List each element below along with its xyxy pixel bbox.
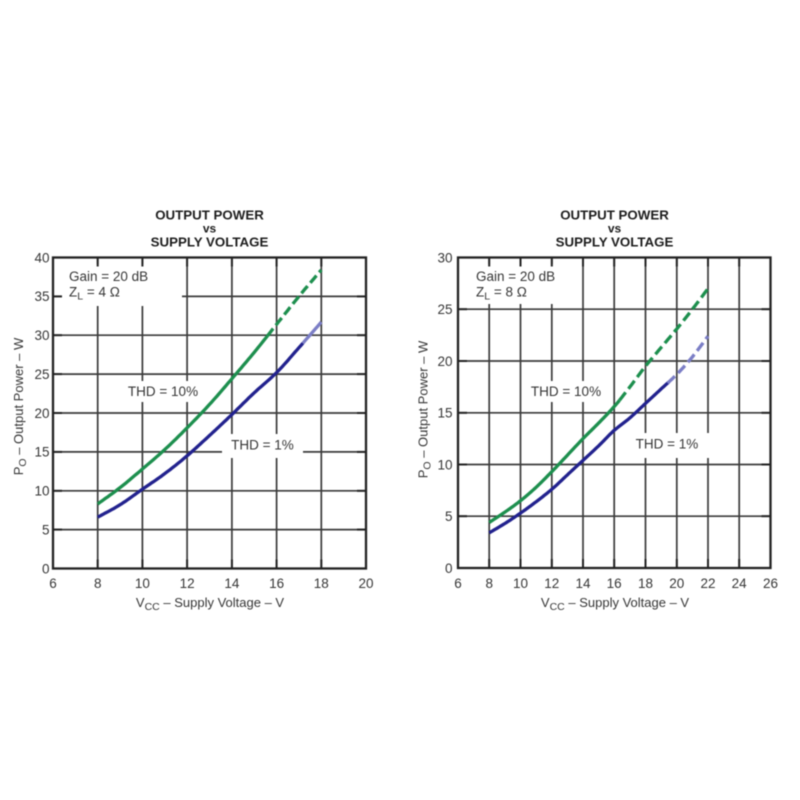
svg-text:40: 40	[34, 250, 49, 265]
svg-text:24: 24	[732, 576, 748, 591]
svg-text:SUPPLY VOLTAGE: SUPPLY VOLTAGE	[556, 234, 674, 249]
svg-text:vs: vs	[608, 222, 622, 236]
svg-text:8: 8	[485, 576, 493, 591]
svg-text:6: 6	[454, 576, 462, 591]
svg-text:20: 20	[669, 576, 684, 591]
svg-text:20: 20	[358, 576, 373, 591]
svg-text:vs: vs	[203, 222, 217, 236]
svg-text:30: 30	[34, 328, 49, 343]
svg-text:5: 5	[445, 509, 453, 524]
svg-text:Gain = 20 dB: Gain = 20 dB	[476, 269, 555, 284]
svg-text:10: 10	[513, 576, 528, 591]
svg-text:12: 12	[180, 576, 195, 591]
svg-text:30: 30	[437, 250, 452, 265]
svg-text:SUPPLY VOLTAGE: SUPPLY VOLTAGE	[151, 234, 269, 249]
svg-text:PO – Output Power – W: PO – Output Power – W	[416, 340, 434, 478]
svg-text:0: 0	[42, 561, 50, 576]
svg-text:35: 35	[34, 289, 49, 304]
svg-text:15: 15	[34, 445, 49, 460]
svg-text:16: 16	[269, 576, 284, 591]
svg-text:THD = 1%: THD = 1%	[636, 437, 699, 452]
svg-text:8: 8	[94, 576, 102, 591]
svg-text:10: 10	[34, 484, 49, 499]
svg-text:20: 20	[34, 406, 49, 421]
svg-text:5: 5	[42, 522, 50, 537]
svg-text:10: 10	[135, 576, 150, 591]
svg-text:20: 20	[437, 354, 452, 369]
svg-text:14: 14	[224, 576, 240, 591]
svg-text:THD = 10%: THD = 10%	[531, 384, 601, 399]
svg-text:16: 16	[607, 576, 622, 591]
svg-text:THD = 1%: THD = 1%	[231, 438, 294, 453]
svg-text:Gain = 20 dB: Gain = 20 dB	[69, 269, 148, 284]
svg-text:18: 18	[638, 576, 653, 591]
svg-text:22: 22	[700, 576, 715, 591]
svg-text:25: 25	[437, 302, 452, 317]
svg-text:THD = 10%: THD = 10%	[128, 384, 198, 399]
svg-text:18: 18	[314, 576, 329, 591]
svg-text:10: 10	[437, 457, 452, 472]
svg-text:OUTPUT POWER: OUTPUT POWER	[155, 207, 264, 222]
svg-text:OUTPUT POWER: OUTPUT POWER	[560, 207, 669, 222]
svg-text:15: 15	[437, 406, 452, 421]
svg-text:PO – Output Power – W: PO – Output Power – W	[11, 337, 29, 475]
svg-text:14: 14	[575, 576, 591, 591]
svg-text:VCC – Supply Voltage – V: VCC – Supply Voltage – V	[541, 595, 689, 613]
svg-text:26: 26	[763, 576, 778, 591]
svg-text:6: 6	[49, 576, 57, 591]
svg-text:12: 12	[544, 576, 559, 591]
svg-text:0: 0	[445, 561, 453, 576]
svg-text:VCC – Supply Voltage – V: VCC – Supply Voltage – V	[136, 595, 284, 613]
svg-text:25: 25	[34, 367, 49, 382]
